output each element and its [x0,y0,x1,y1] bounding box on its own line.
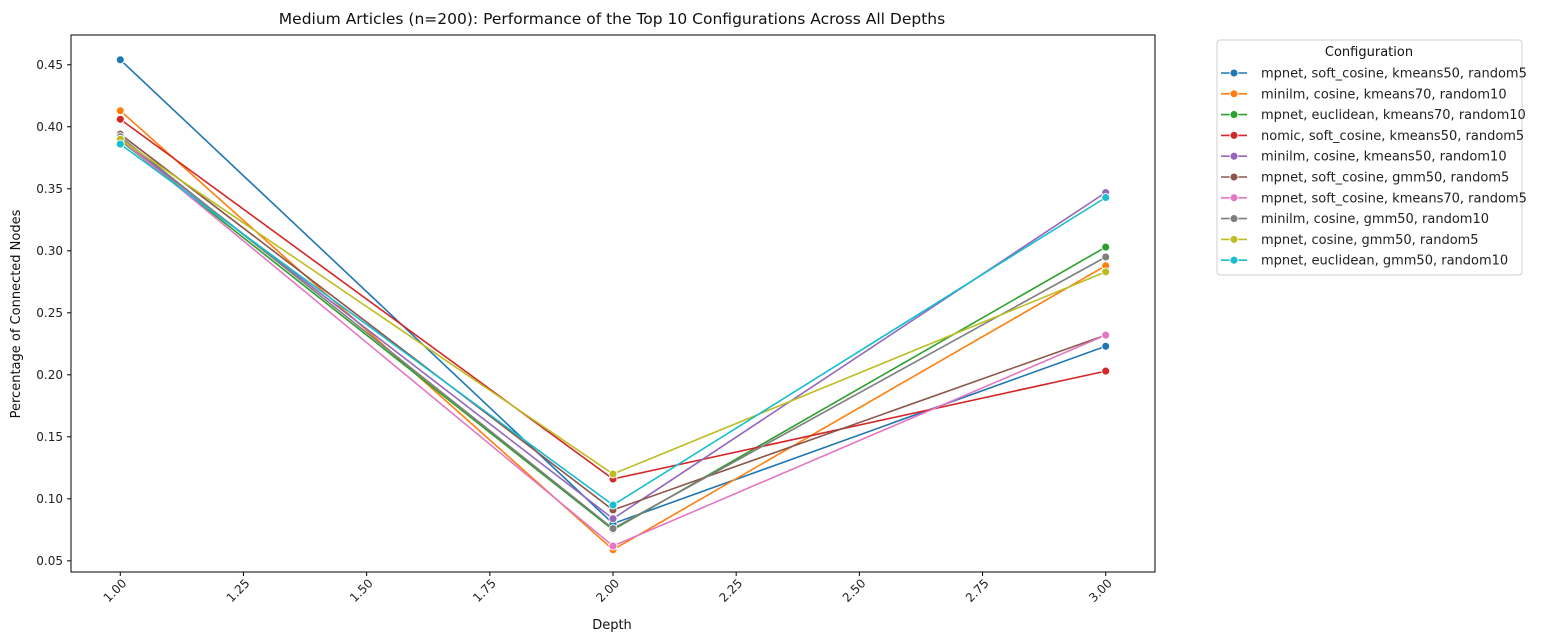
legend-item: nomic, soft_cosine, kmeans50, random5 [1221,129,1524,144]
legend-label: minilm, cosine, kmeans50, random10 [1261,150,1507,165]
data-point [608,541,618,551]
y-tick-label: 0.45 [36,58,63,72]
y-tick-label: 0.05 [36,554,63,568]
data-point [1101,242,1111,252]
data-point [115,55,125,65]
data-point [608,514,618,524]
series-4 [115,134,1111,524]
y-tick-label: 0.35 [36,182,63,196]
series-6 [115,134,1111,551]
series-5 [115,129,1111,515]
data-point [1101,341,1111,351]
x-tick-label: 1.75 [470,576,499,605]
series-line [119,110,1107,551]
series-9 [115,139,1111,510]
legend-item: mpnet, cosine, gmm50, random5 [1221,233,1479,248]
series-line [119,138,1107,475]
series-0 [115,55,1111,529]
data-point [115,114,125,124]
data-point [1101,252,1111,262]
legend-label: mpnet, euclidean, gmm50, random10 [1261,254,1508,269]
y-tick-label: 0.20 [36,368,63,382]
data-point [1101,267,1111,277]
data-point [608,500,618,510]
legend-title: Configuration [1325,45,1413,60]
legend-item: mpnet, euclidean, gmm50, random10 [1221,254,1508,269]
data-point [1101,366,1111,376]
series-line [119,133,1106,511]
legend-label: mpnet, soft_cosine, kmeans50, random5 [1261,67,1527,82]
series-8 [115,134,1111,479]
plot-area [115,55,1111,555]
legend-item: mpnet, soft_cosine, kmeans70, random5 [1221,191,1527,206]
data-point [115,106,125,116]
y-tick-label: 0.30 [36,244,63,258]
data-point [1101,330,1111,340]
x-tick-label: 2.50 [840,576,869,605]
y-tick-label: 0.15 [36,430,63,444]
x-tick-label: 1.25 [224,576,253,605]
legend-label: mpnet, soft_cosine, gmm50, random5 [1261,171,1509,186]
x-tick-label: 1.50 [347,576,376,605]
plot-frame [70,34,1156,573]
legend-marker [1229,172,1239,182]
legend-label: minilm, cosine, kmeans70, random10 [1261,87,1507,102]
legend-item: minilm, cosine, kmeans50, random10 [1221,150,1507,165]
legend-item: mpnet, euclidean, kmeans70, random10 [1221,108,1526,123]
series-line [119,138,1107,547]
y-tick-label: 0.10 [36,492,63,506]
legend-label: mpnet, cosine, gmm50, random5 [1261,233,1479,248]
legend-item: minilm, cosine, gmm50, random10 [1221,212,1489,227]
legend-item: mpnet, soft_cosine, gmm50, random5 [1221,171,1509,186]
legend-marker [1229,110,1239,120]
x-tick-label: 2.25 [717,576,746,605]
series-3 [115,114,1111,484]
legend-marker [1229,68,1239,78]
legend-frame [1216,39,1523,276]
legend-marker [1229,130,1239,140]
y-axis-label: Percentage of Connected Nodes [9,209,24,418]
data-point [115,139,125,149]
legend-marker [1229,193,1239,203]
legend-marker [1229,234,1239,244]
data-point [608,469,618,479]
data-point [1101,193,1111,202]
legend-label: mpnet, euclidean, kmeans70, random10 [1261,108,1526,123]
legend-marker [1229,214,1239,224]
legend-label: mpnet, soft_cosine, kmeans70, random5 [1261,191,1527,206]
chart-title: Medium Articles (n=200): Performance of … [279,10,945,28]
x-tick-label: 2.75 [963,576,992,605]
legend-marker [1229,255,1239,265]
series-line [119,138,1107,520]
x-tick-label: 1.00 [101,576,130,605]
x-axis-label: Depth [592,618,632,633]
legend-label: nomic, soft_cosine, kmeans50, random5 [1261,129,1524,144]
legend-item: minilm, cosine, kmeans70, random10 [1221,87,1507,102]
legend-marker [1229,151,1239,161]
series-line [119,59,1106,525]
legend: Configuration mpnet, soft_cosine, kmeans… [1216,39,1527,276]
x-tick-label: 2.00 [593,576,622,605]
legend-marker [1229,89,1239,99]
legend-label: minilm, cosine, gmm50, random10 [1261,212,1489,227]
data-point [608,524,618,534]
y-tick-label: 0.25 [36,306,63,320]
x-tick-label: 3.00 [1086,576,1115,605]
legend-item: mpnet, soft_cosine, kmeans50, random5 [1221,67,1527,82]
series-line [119,118,1106,480]
y-tick-label: 0.40 [36,120,63,134]
